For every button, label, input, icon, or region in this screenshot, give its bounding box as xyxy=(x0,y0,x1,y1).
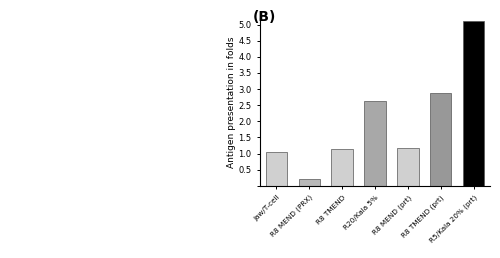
Bar xyxy=(463,21,484,186)
Bar xyxy=(298,179,320,186)
Y-axis label: Antigen presentation in folds: Antigen presentation in folds xyxy=(226,36,235,168)
Bar xyxy=(397,148,418,186)
Bar xyxy=(332,149,353,186)
Bar xyxy=(364,101,386,186)
Text: (B): (B) xyxy=(252,10,276,24)
Bar xyxy=(266,152,287,186)
Bar xyxy=(430,93,452,186)
